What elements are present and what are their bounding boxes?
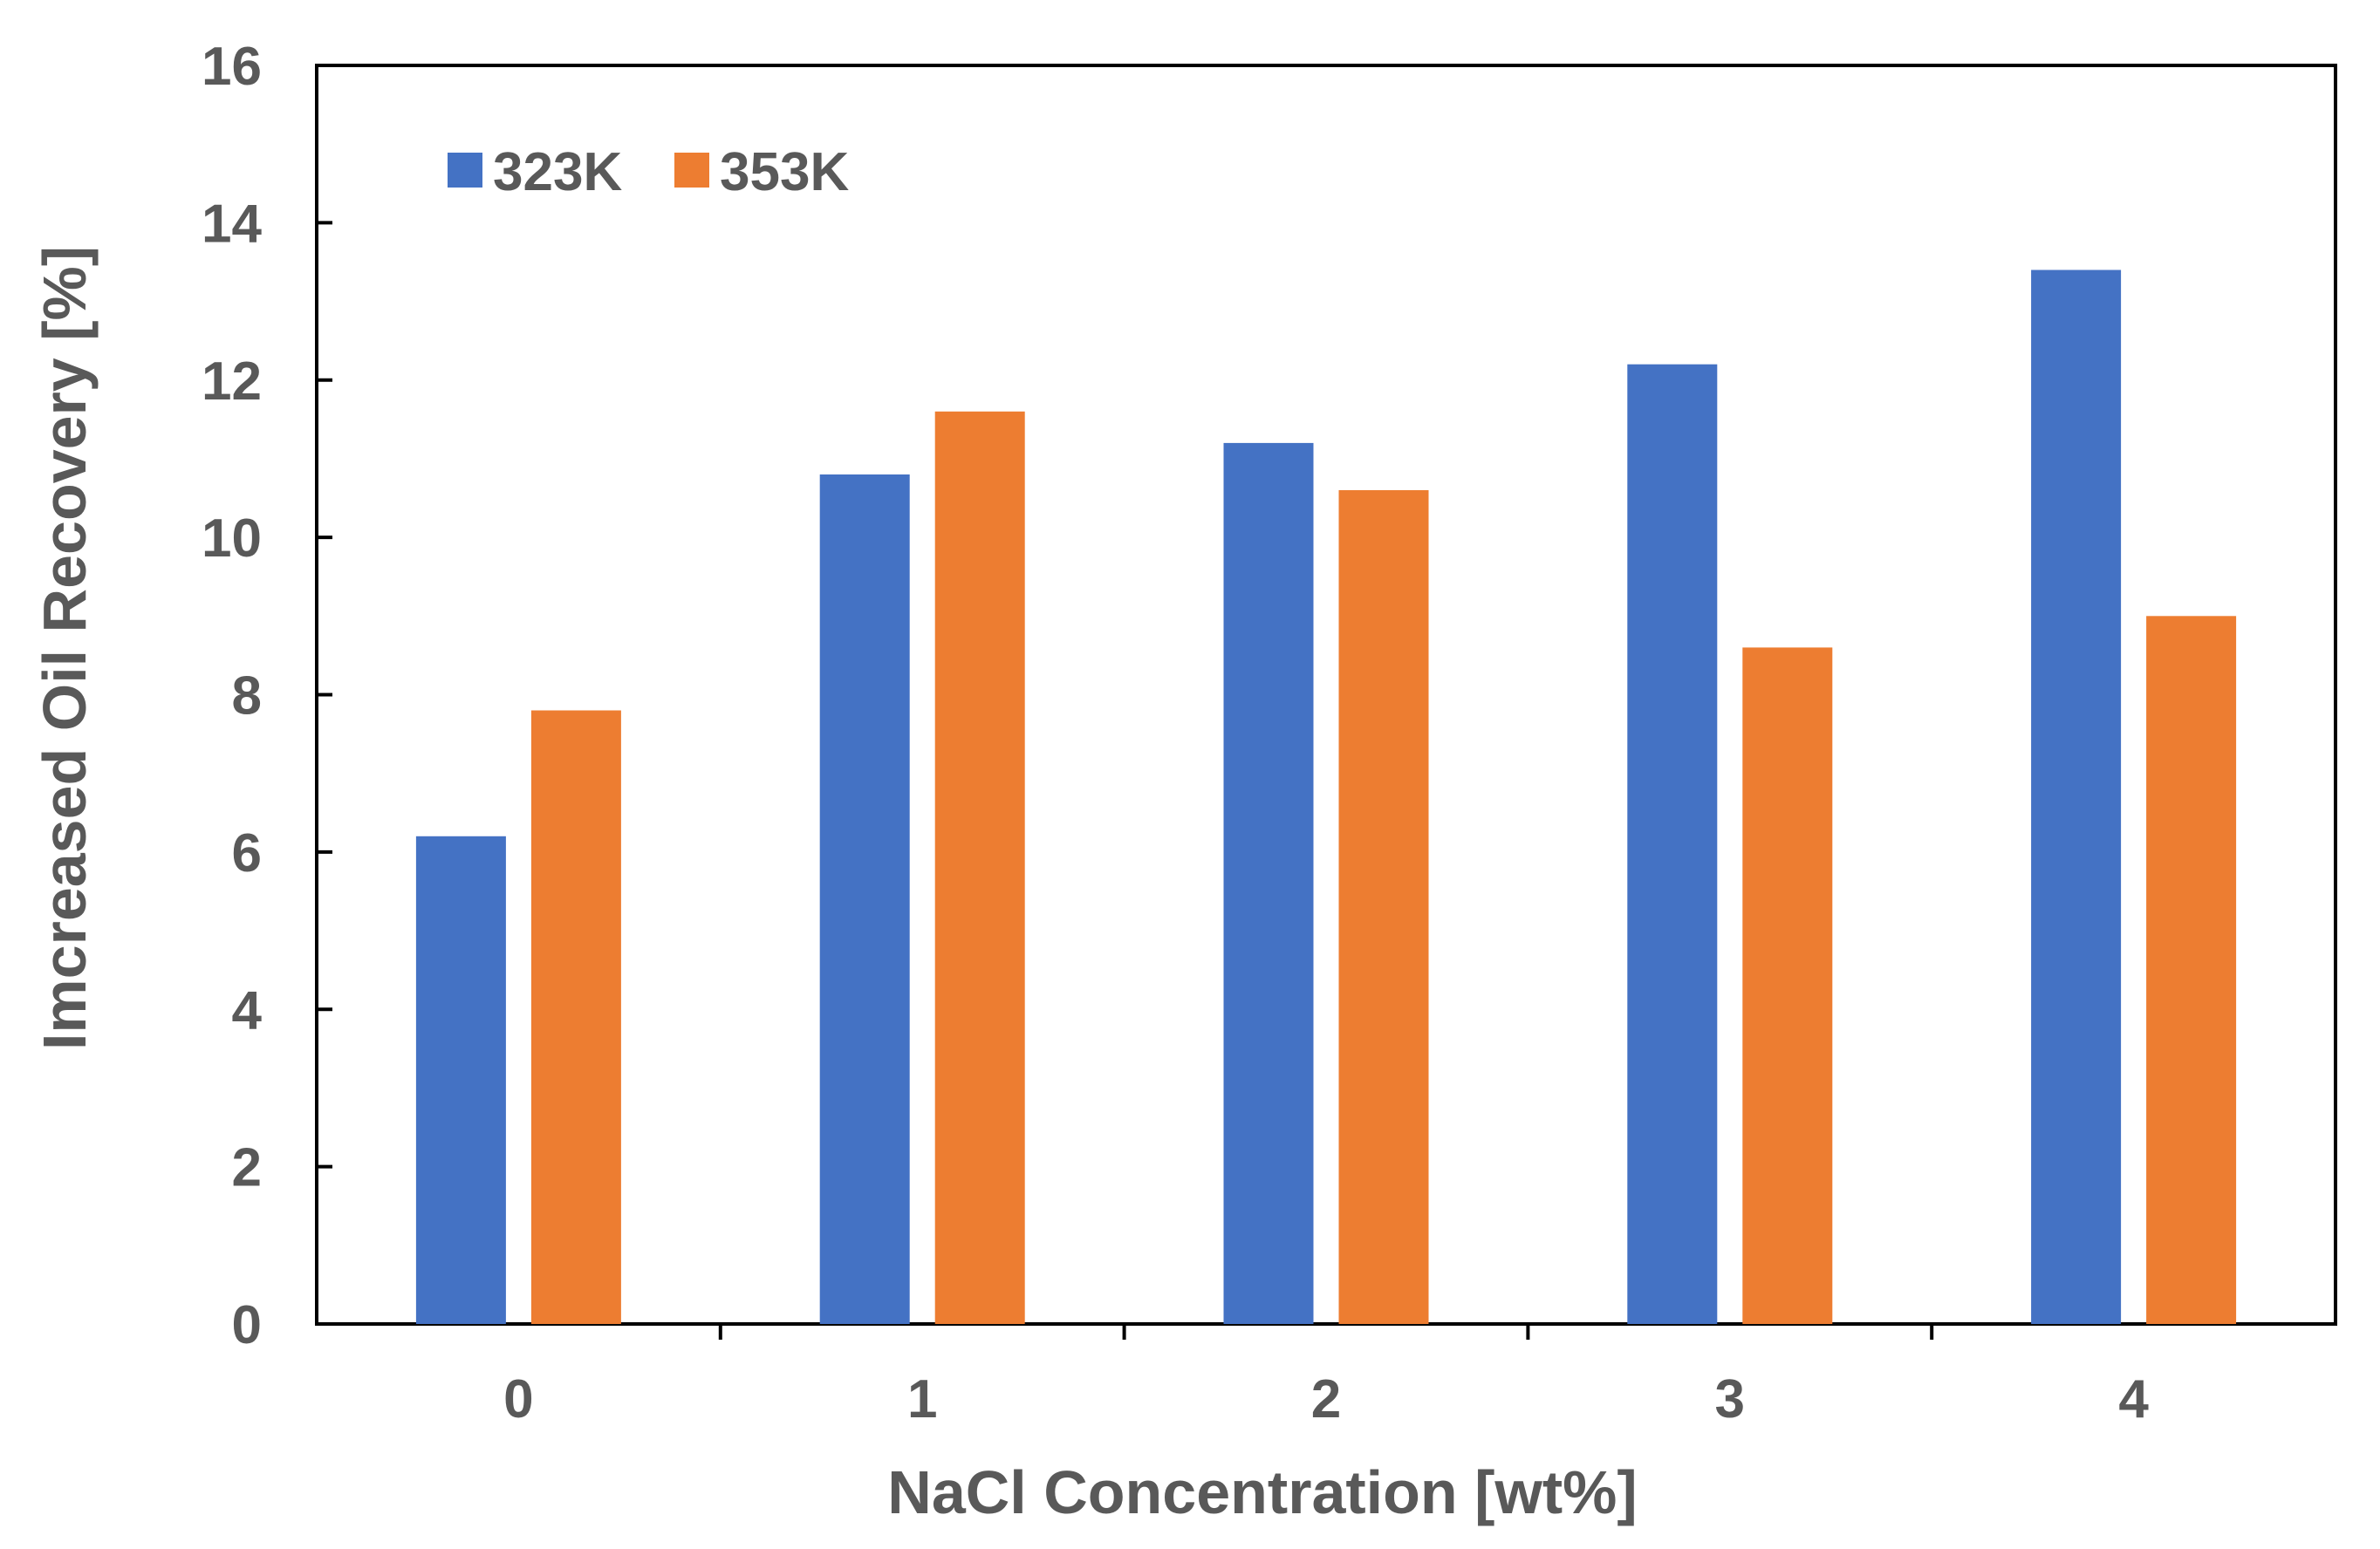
legend-swatch-353K: [674, 153, 709, 188]
x-tick-label-1: 1: [907, 1369, 937, 1430]
y-tick-label-14: 14: [202, 194, 262, 254]
legend: 323K 353K: [448, 142, 849, 202]
bar-353K-0: [530, 710, 621, 1324]
y-tick-label-4: 4: [232, 980, 263, 1041]
y-tick-label-8: 8: [232, 666, 262, 727]
bar-323K-1: [819, 474, 910, 1324]
legend-label-353K: 353K: [720, 142, 849, 202]
bar-353K-4: [2146, 616, 2237, 1324]
bar-353K-3: [1742, 647, 1833, 1324]
x-tick-label-0: 0: [503, 1369, 533, 1430]
y-tick-label-16: 16: [202, 37, 262, 97]
y-tick-label-6: 6: [232, 823, 262, 884]
y-axis: 0 2 4 6 8 10 12 14 16: [202, 37, 332, 1355]
legend-label-323K: 323K: [493, 142, 622, 202]
bar-353K-1: [934, 411, 1025, 1324]
y-axis-title: Imcreased Oil Recovery [%]: [31, 246, 99, 1050]
y-tick-label-10: 10: [202, 508, 262, 569]
x-tick-label-4: 4: [2118, 1369, 2149, 1430]
y-tick-label-0: 0: [232, 1295, 262, 1355]
bar-323K-2: [1223, 442, 1314, 1324]
bar-353K-2: [1338, 490, 1429, 1324]
x-axis: 0 1 2 3 4: [503, 1324, 2149, 1430]
bar-323K-4: [2031, 270, 2122, 1324]
bar-323K-3: [1627, 364, 1718, 1325]
x-tick-label-3: 3: [1715, 1369, 1745, 1430]
y-tick-label-12: 12: [202, 351, 262, 412]
bars-group: [415, 270, 2237, 1325]
x-axis-title: NaCl Concentration [wt%]: [887, 1458, 1637, 1526]
y-tick-label-2: 2: [232, 1138, 262, 1198]
bar-323K-0: [415, 836, 506, 1324]
x-tick-label-2: 2: [1311, 1369, 1341, 1430]
legend-swatch-323K: [448, 153, 482, 188]
